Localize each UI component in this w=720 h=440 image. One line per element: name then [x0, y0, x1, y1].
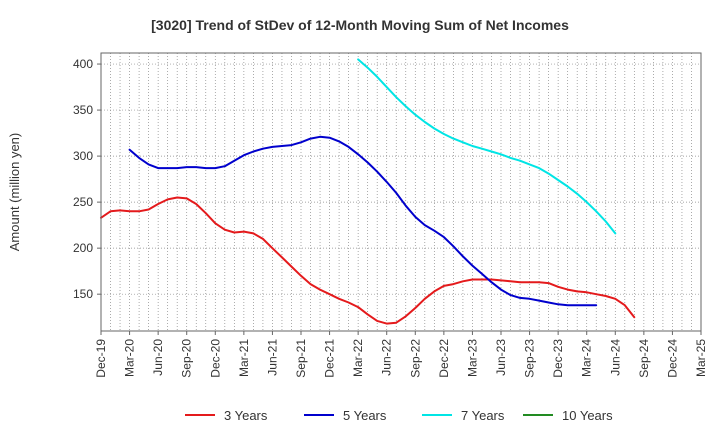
- x-tick-label: Dec-19: [94, 339, 108, 378]
- x-tick-label: Jun-21: [265, 339, 279, 376]
- y-tick-label: 200: [73, 241, 93, 255]
- x-tick-label: Sep-22: [408, 339, 422, 378]
- x-tick-label: Mar-25: [694, 339, 708, 377]
- x-tick-label: Sep-20: [180, 339, 194, 378]
- x-tick-label: Mar-23: [465, 339, 479, 377]
- plot-frame: [100, 52, 702, 332]
- x-tick-label: Dec-22: [437, 339, 451, 378]
- y-tick-label: 350: [73, 103, 93, 117]
- x-tick-label: Mar-20: [123, 339, 137, 377]
- x-tick-label: Jun-20: [151, 339, 165, 376]
- legend-label-7-years: 7 Years: [461, 408, 505, 423]
- x-tick-label: Dec-23: [551, 339, 565, 378]
- x-tick-label: Mar-21: [237, 339, 251, 377]
- series-line-3-years: [100, 196, 636, 325]
- series-line-7-years: [357, 58, 617, 235]
- legend-label-10-years: 10 Years: [562, 408, 613, 423]
- x-tick-label: Jun-22: [380, 339, 394, 376]
- x-tick-label: Sep-23: [523, 339, 537, 378]
- chart-title: [3020] Trend of StDev of 12-Month Moving…: [151, 17, 569, 33]
- x-tick-label: Dec-24: [665, 339, 679, 378]
- x-tick-label: Jun-23: [494, 339, 508, 376]
- legend-label-5-years: 5 Years: [343, 408, 387, 423]
- y-tick-label: 400: [73, 57, 93, 71]
- y-tick-label: 300: [73, 149, 93, 163]
- series-line-5-years: [128, 135, 598, 307]
- x-tick-label: Sep-21: [294, 339, 308, 378]
- x-tick-label: Mar-24: [580, 339, 594, 377]
- y-tick-label: 250: [73, 195, 93, 209]
- x-tick-label: Sep-24: [637, 339, 651, 378]
- y-axis-label: Amount (million yen): [7, 133, 22, 252]
- x-tick-label: Dec-21: [323, 339, 337, 378]
- x-tick-label: Jun-24: [608, 339, 622, 376]
- series-group: [100, 58, 636, 325]
- legend: 3 Years 5 Years 7 Years 10 Years: [185, 408, 613, 423]
- x-tick-label: Mar-22: [351, 339, 365, 377]
- plot-area: [101, 53, 701, 331]
- y-tick-label: 150: [73, 287, 93, 301]
- y-axis-ticks: 150 200 250 300 350 400: [73, 57, 101, 301]
- x-axis-ticks: Dec-19 Mar-20 Jun-20 Sep-20 Dec-20 Mar-21 Jun-…: [94, 331, 708, 378]
- legend-label-3-years: 3 Years: [224, 408, 268, 423]
- x-tick-label: Dec-20: [208, 339, 222, 378]
